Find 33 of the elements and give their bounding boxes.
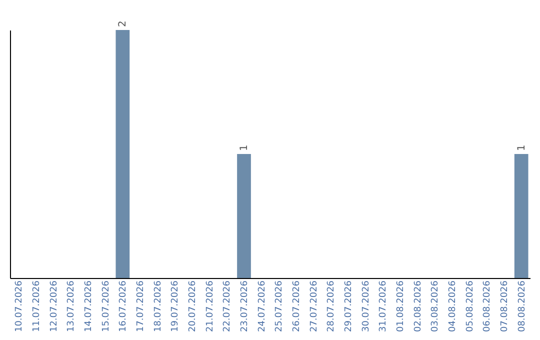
- x-tick-label: 28.07.2026: [326, 280, 337, 332]
- x-tick-label: 02.08.2026: [413, 280, 424, 332]
- x-tick-label: 08.08.2026: [517, 280, 528, 332]
- x-tick-label: 04.08.2026: [448, 280, 458, 332]
- x-tick-label: 16.07.2026: [118, 280, 129, 332]
- data-label: 1: [239, 144, 250, 151]
- x-tick-label: 06.08.2026: [482, 280, 493, 332]
- x-tick-label: 03.08.2026: [430, 280, 441, 332]
- x-tick-label: 24.07.2026: [257, 280, 268, 332]
- x-tick-label: 14.07.2026: [84, 280, 94, 332]
- x-tick-label: 01.08.2026: [396, 280, 406, 332]
- x-tick-label: 12.07.2026: [49, 280, 60, 332]
- x-tick-label: 26.07.2026: [292, 280, 302, 332]
- x-tick-label: 11.07.2026: [32, 280, 42, 332]
- x-tick-label: 22.07.2026: [222, 280, 233, 332]
- x-tick-label: 21.07.2026: [205, 280, 216, 332]
- x-tick-label: 25.07.2026: [274, 280, 285, 332]
- x-tick-label: 05.08.2026: [465, 280, 476, 332]
- data-label: 1: [516, 144, 528, 151]
- x-tick-label: 31.07.2026: [378, 280, 389, 332]
- x-tick-label: 30.07.2026: [361, 280, 372, 332]
- x-tick-label: 19.07.2026: [170, 280, 181, 332]
- x-tick-label: 07.08.2026: [500, 280, 510, 332]
- x-tick-label: 13.07.2026: [66, 280, 77, 332]
- x-tick-label: 18.07.2026: [153, 280, 164, 332]
- x-tick-label: 23.07.2026: [240, 280, 250, 332]
- x-tick-label: 17.07.2026: [136, 280, 146, 332]
- x-tick-label: 29.07.2026: [344, 280, 354, 332]
- data-label: 2: [118, 20, 129, 27]
- x-tick-label: 27.07.2026: [309, 280, 320, 332]
- x-tick-label: 20.07.2026: [188, 280, 198, 332]
- x-tick-label: 15.07.2026: [101, 280, 112, 332]
- x-tick-label: 10.07.2026: [14, 280, 25, 332]
